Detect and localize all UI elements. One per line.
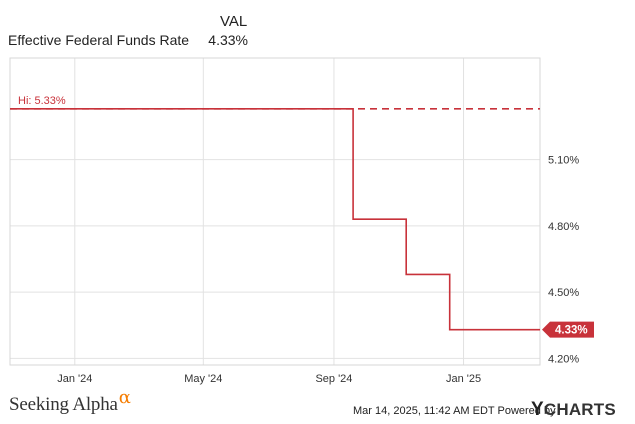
seeking-alpha-logo[interactable]: Seeking Alphaα: [9, 387, 131, 416]
y-tick-label: 5.10%: [548, 155, 579, 167]
y-tick-labels: 5.10% 4.80% 4.50% 4.20%: [548, 155, 579, 366]
y-tick-label: 4.80%: [548, 221, 579, 233]
ycharts-wordmark: CHARTS: [543, 400, 616, 419]
y-tick-label: 4.50%: [548, 287, 579, 299]
legend-column-header: VAL: [220, 13, 248, 30]
brand-name: Seeking Alpha: [9, 394, 118, 415]
plot-frame: [9, 57, 541, 366]
x-tick-labels: Jan '24 May '24 Sep '24 Jan '25: [57, 373, 481, 385]
last-value-label: 4.33%: [555, 325, 588, 337]
x-tick-label: May '24: [184, 373, 222, 385]
ycharts-y-glyph: Y: [531, 399, 544, 420]
legend-series-name: Effective Federal Funds Rate: [8, 32, 190, 48]
footer: Seeking Alphaα Mar 14, 2025, 11:42 AM ED…: [0, 387, 635, 424]
y-gridlines: [10, 159, 540, 359]
x-tick-label: Jan '25: [446, 373, 481, 385]
last-value-badge: [542, 321, 594, 338]
alpha-icon: α: [118, 387, 131, 408]
high-reference-label: Hi: 5.33%: [18, 95, 66, 107]
x-tick-label: Jan '24: [57, 373, 92, 385]
x-gridlines: [74, 58, 465, 365]
x-tick-label: Sep '24: [315, 373, 352, 385]
timestamp: Mar 14, 2025, 11:42 AM EDT Powered by: [353, 405, 556, 417]
series-line-effective-federal-funds-rate: [10, 108, 540, 331]
y-tick-label: 4.20%: [548, 353, 579, 365]
line-chart: Jan '24 May '24 Sep '24 Jan '25 5.10% 4.80% 4…: [9, 57, 594, 385]
legend-series-value: 4.33%: [208, 32, 248, 48]
ycharts-logo[interactable]: YCHARTS: [531, 399, 616, 421]
